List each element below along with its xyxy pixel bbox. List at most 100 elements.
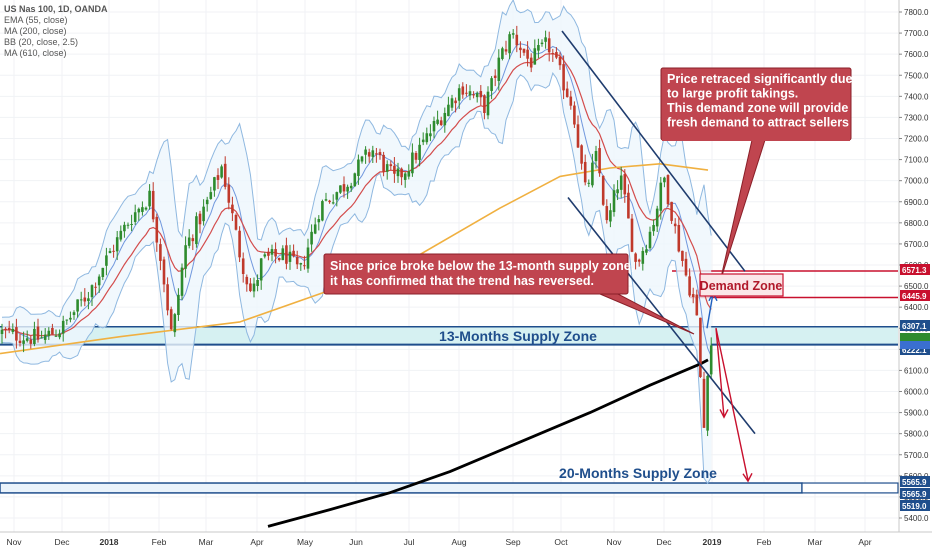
candle-body [454, 100, 457, 104]
candle [15, 318, 18, 349]
candle-body [25, 338, 29, 341]
candle [551, 48, 555, 62]
candle [313, 217, 317, 235]
candle-body [58, 333, 61, 338]
y-tick-label: 6100.0 [904, 366, 929, 375]
candle-body [663, 177, 666, 183]
candle [375, 147, 378, 163]
candle-body [159, 244, 162, 261]
price-tag: 6571.3 [900, 264, 930, 275]
candle-body [11, 328, 15, 332]
price-tag-label: 6445.9 [902, 292, 927, 301]
y-tick-label: 6400.0 [904, 303, 929, 312]
candle [594, 145, 598, 169]
candle [666, 174, 670, 207]
price-tag: 5519.0 [900, 500, 930, 511]
candle [123, 221, 126, 238]
candle [699, 317, 702, 379]
candle [601, 175, 605, 207]
x-tick-label: Dec [656, 537, 672, 547]
x-tick-label: Jul [404, 537, 415, 547]
candle-body [583, 161, 587, 183]
candle-body [202, 206, 205, 222]
candle [292, 244, 295, 258]
candle [461, 82, 465, 99]
candle [511, 29, 515, 39]
candle [249, 278, 252, 293]
bb-upper [1, 0, 712, 318]
candle [447, 96, 450, 117]
legend-line: US Nas 100, 1D, OANDA [4, 4, 108, 14]
candle-body [601, 175, 605, 205]
candle-body [115, 237, 119, 252]
candle [670, 201, 673, 224]
candle [418, 137, 421, 167]
candle [519, 41, 522, 58]
candle [285, 237, 288, 270]
candle [133, 204, 137, 225]
callout-left-line: it has confirmed that the trend has reve… [330, 274, 594, 288]
candle [101, 267, 105, 281]
candle-body [223, 163, 227, 187]
candle-body [137, 208, 141, 213]
candle-body [565, 88, 569, 98]
candle [659, 176, 663, 220]
y-tick-label: 6500.0 [904, 282, 929, 291]
x-tick-label: Mar [199, 537, 214, 547]
price-tag-label: 6307.1 [902, 322, 927, 331]
candle [663, 176, 666, 188]
candle-body [263, 254, 267, 257]
y-tick-label: 5700.0 [904, 451, 929, 460]
candle [33, 321, 36, 347]
candle-body [382, 154, 385, 172]
candle [180, 263, 184, 300]
candle-body [576, 124, 580, 148]
demand-zone-label: Demand Zone [700, 279, 783, 293]
candle [173, 312, 177, 337]
candle-body [634, 253, 637, 262]
candle [619, 166, 623, 198]
candle [486, 86, 490, 120]
candle-body [292, 250, 295, 257]
bollinger-bands [1, 0, 712, 485]
candle-body [493, 75, 497, 78]
candle [612, 184, 616, 217]
trend-line-lower [567, 197, 756, 435]
trend-lines [561, 30, 756, 435]
callout-right-line: fresh demand to attract sellers [667, 116, 849, 130]
candle-body [511, 33, 515, 35]
candle [677, 216, 681, 253]
supply-zone-20-ext [801, 482, 899, 494]
candle [691, 287, 695, 304]
candle-body [378, 152, 382, 156]
candle [299, 262, 303, 271]
candle-body [490, 78, 493, 91]
candle [641, 247, 645, 271]
candle [490, 76, 493, 100]
candle [695, 289, 699, 316]
y-tick-label: 6700.0 [904, 240, 929, 249]
candle-body [133, 212, 137, 222]
candle [339, 185, 342, 194]
candle [544, 30, 547, 49]
candle-body [605, 206, 609, 221]
candle [115, 230, 119, 261]
candle-body [677, 224, 681, 252]
candle-body [569, 96, 573, 106]
price-tag: 5565.9 [900, 488, 930, 499]
candle-body [87, 298, 90, 302]
x-tick-label: Oct [554, 537, 568, 547]
candle-body [61, 320, 65, 334]
candle-body [123, 224, 126, 232]
candle-body [256, 279, 259, 287]
ema-55-line [1, 53, 712, 337]
candle-body [533, 48, 537, 65]
candle [378, 148, 382, 160]
candle [11, 323, 15, 335]
candle-body [645, 249, 648, 253]
candle-body [411, 152, 414, 174]
candle [112, 244, 115, 258]
candle-body [562, 64, 565, 91]
candle-body [126, 224, 130, 226]
